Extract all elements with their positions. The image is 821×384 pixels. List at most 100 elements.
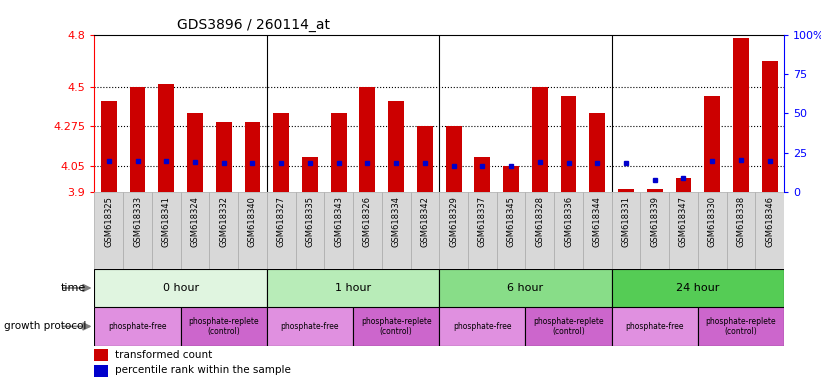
Bar (698, 307, 784, 346)
Text: GSM618345: GSM618345 (507, 196, 516, 247)
Bar (755, 192, 784, 269)
Text: percentile rank within the sample: percentile rank within the sample (115, 366, 291, 376)
Text: GSM618328: GSM618328 (535, 196, 544, 247)
Text: GSM618344: GSM618344 (593, 196, 602, 247)
Text: GSM618346: GSM618346 (765, 196, 774, 247)
Text: phosphate-replete
(control): phosphate-replete (control) (533, 317, 604, 336)
Bar (439, 269, 612, 307)
Text: phosphate-replete
(control): phosphate-replete (control) (188, 317, 259, 336)
Bar (439, 307, 525, 346)
Bar (612, 307, 698, 346)
Bar (503, 166, 519, 192)
Text: 24 hour: 24 hour (677, 283, 719, 293)
Bar (733, 38, 749, 192)
Bar (353, 192, 382, 269)
Bar (94, 349, 108, 361)
Text: GSM618347: GSM618347 (679, 196, 688, 247)
Bar (388, 101, 404, 192)
Bar (698, 192, 727, 269)
Bar (302, 157, 318, 192)
Bar (267, 192, 296, 269)
Text: time: time (61, 283, 86, 293)
Bar (554, 192, 583, 269)
Bar (618, 189, 634, 192)
Text: phosphate-free: phosphate-free (453, 322, 511, 331)
Text: GSM618331: GSM618331 (621, 196, 631, 247)
Bar (101, 101, 117, 192)
Bar (475, 157, 490, 192)
Bar (417, 126, 433, 192)
Bar (187, 113, 203, 192)
Text: GSM618324: GSM618324 (190, 196, 200, 247)
Text: GSM618325: GSM618325 (104, 196, 113, 247)
Text: phosphate-free: phosphate-free (108, 322, 167, 331)
Bar (589, 113, 605, 192)
Bar (468, 192, 497, 269)
Text: 0 hour: 0 hour (163, 283, 199, 293)
Text: GDS3896 / 260114_at: GDS3896 / 260114_at (177, 18, 330, 32)
Text: 1 hour: 1 hour (335, 283, 371, 293)
Text: transformed count: transformed count (115, 350, 213, 360)
Bar (382, 192, 410, 269)
Text: GSM618341: GSM618341 (162, 196, 171, 247)
Text: GSM618329: GSM618329 (449, 196, 458, 247)
Bar (152, 192, 181, 269)
Bar (612, 192, 640, 269)
Bar (669, 192, 698, 269)
Text: GSM618342: GSM618342 (420, 196, 429, 247)
Bar (704, 96, 720, 192)
Bar (158, 84, 174, 192)
Bar (181, 307, 267, 346)
Bar (532, 87, 548, 192)
Text: GSM618327: GSM618327 (277, 196, 286, 247)
Bar (446, 126, 461, 192)
Bar (123, 192, 152, 269)
Bar (583, 192, 612, 269)
Text: 6 hour: 6 hour (507, 283, 544, 293)
Text: GSM618335: GSM618335 (305, 196, 314, 247)
Bar (360, 87, 375, 192)
Bar (647, 189, 663, 192)
Bar (410, 192, 439, 269)
Bar (331, 113, 346, 192)
Text: GSM618343: GSM618343 (334, 196, 343, 247)
Text: phosphate-free: phosphate-free (626, 322, 684, 331)
Bar (640, 192, 669, 269)
Bar (130, 87, 145, 192)
Bar (216, 122, 232, 192)
Text: GSM618336: GSM618336 (564, 196, 573, 247)
Text: phosphate-free: phosphate-free (281, 322, 339, 331)
Text: GSM618330: GSM618330 (708, 196, 717, 247)
Bar (561, 96, 576, 192)
Bar (676, 178, 691, 192)
Bar (181, 192, 209, 269)
Text: GSM618339: GSM618339 (650, 196, 659, 247)
Bar (94, 269, 267, 307)
Bar (353, 307, 439, 346)
Bar (439, 192, 468, 269)
Text: phosphate-replete
(control): phosphate-replete (control) (360, 317, 432, 336)
Bar (267, 307, 353, 346)
Bar (525, 307, 612, 346)
Bar (94, 307, 181, 346)
Bar (612, 269, 784, 307)
Bar (324, 192, 353, 269)
Bar (267, 269, 439, 307)
Text: GSM618340: GSM618340 (248, 196, 257, 247)
Text: GSM618334: GSM618334 (392, 196, 401, 247)
Bar (296, 192, 324, 269)
Bar (209, 192, 238, 269)
Text: GSM618332: GSM618332 (219, 196, 228, 247)
Bar (94, 192, 123, 269)
Text: growth protocol: growth protocol (4, 321, 86, 331)
Bar (525, 192, 554, 269)
Bar (727, 192, 755, 269)
Text: GSM618338: GSM618338 (736, 196, 745, 247)
Bar (238, 192, 267, 269)
Bar (245, 122, 260, 192)
Text: GSM618326: GSM618326 (363, 196, 372, 247)
Text: GSM618337: GSM618337 (478, 196, 487, 247)
Text: GSM618333: GSM618333 (133, 196, 142, 247)
Bar (273, 113, 289, 192)
Bar (94, 365, 108, 377)
